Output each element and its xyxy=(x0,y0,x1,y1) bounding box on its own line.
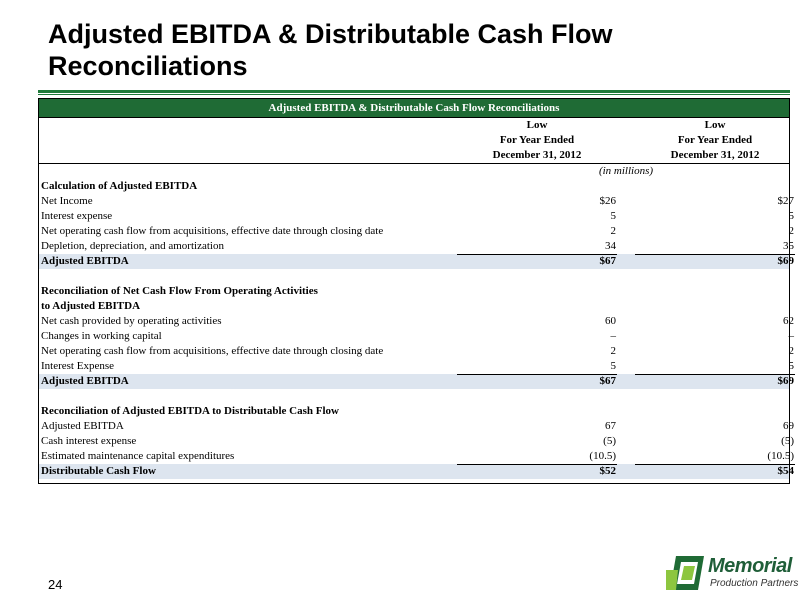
row-value-col2: 62 xyxy=(783,315,794,327)
total-row: Adjusted EBITDA $67 $69 xyxy=(39,374,795,389)
row-value-col1: (5) xyxy=(603,435,616,447)
row-value-col2: 2 xyxy=(788,345,795,357)
row-label: Net operating cash flow from acquisition… xyxy=(41,225,384,237)
table-row: Net cash provided by operating activitie… xyxy=(39,314,794,329)
table-row: Interest Expense 5 5 xyxy=(39,359,794,374)
col1-header-line1: Low xyxy=(526,119,548,131)
slide-title: Adjusted EBITDA & Distributable Cash Flo… xyxy=(48,19,613,81)
col1-header-line3: December 31, 2012 xyxy=(492,149,582,161)
row-value-col1: 5 xyxy=(610,210,617,222)
title-rule xyxy=(38,90,790,93)
reconciliation-table: Adjusted EBITDA & Distributable Cash Flo… xyxy=(38,98,795,484)
col2-header-line3: December 31, 2012 xyxy=(670,149,760,161)
row-label: Interest Expense xyxy=(41,360,114,372)
row-value-col2: (5) xyxy=(781,435,794,447)
row-value-col2: 5 xyxy=(788,360,795,372)
page-number: 24 xyxy=(48,577,63,592)
logo-name: Memorial xyxy=(708,555,792,577)
table-row: Estimated maintenance capital expenditur… xyxy=(39,449,794,464)
total-value-col1: $67 xyxy=(599,375,617,387)
row-label: Net cash provided by operating activitie… xyxy=(41,315,222,327)
col2-header-line2: For Year Ended xyxy=(677,134,753,146)
row-label: Changes in working capital xyxy=(41,330,162,342)
row-label: Adjusted EBITDA xyxy=(41,420,124,432)
total-label: Adjusted EBITDA xyxy=(41,375,129,387)
row-value-col2: $27 xyxy=(777,195,795,207)
section2-heading-line2: to Adjusted EBITDA xyxy=(41,300,141,312)
col1-header-line2: For Year Ended xyxy=(499,134,575,146)
row-label: Cash interest expense xyxy=(41,435,137,447)
total-row: Distributable Cash Flow $52 $54 xyxy=(39,464,795,479)
row-label: Depletion, depreciation, and amortizatio… xyxy=(41,240,224,252)
total-value-col2: $54 xyxy=(777,465,795,477)
total-row: Adjusted EBITDA $67 $69 xyxy=(39,254,795,269)
row-label: Net Income xyxy=(41,195,93,207)
units-note: (in millions) xyxy=(598,165,654,177)
row-value-col1: (10.5) xyxy=(589,450,616,462)
row-value-col2: (10.5) xyxy=(767,450,794,462)
total-value-col1: $67 xyxy=(599,255,617,267)
table-row: Adjusted EBITDA 67 69 xyxy=(39,419,794,434)
row-value-col2: 35 xyxy=(783,240,794,252)
row-value-col2: 5 xyxy=(788,210,795,222)
table-row: Interest expense 5 5 xyxy=(39,209,794,224)
row-value-col1: – xyxy=(610,330,617,342)
row-value-col2: – xyxy=(788,330,795,342)
total-value-col1: $52 xyxy=(599,465,617,477)
spacer-row xyxy=(39,389,789,404)
row-value-col1: 67 xyxy=(605,420,616,432)
row-value-col1: 5 xyxy=(610,360,617,372)
section-heading: Reconciliation of Net Cash Flow From Ope… xyxy=(39,284,789,299)
logo-mark-icon xyxy=(666,556,704,590)
total-label: Distributable Cash Flow xyxy=(41,465,156,477)
spacer-row xyxy=(39,269,789,284)
total-value-col2: $69 xyxy=(777,255,795,267)
section3-heading: Reconciliation of Adjusted EBITDA to Dis… xyxy=(41,405,339,417)
row-value-col1: 2 xyxy=(610,225,617,237)
title-rule-thin xyxy=(38,94,790,95)
row-label: Estimated maintenance capital expenditur… xyxy=(41,450,235,462)
section-heading: Calculation of Adjusted EBITDA xyxy=(39,179,789,194)
row-label: Net operating cash flow from acquisition… xyxy=(41,345,384,357)
table-row: Depletion, depreciation, and amortizatio… xyxy=(39,239,794,254)
row-label: Interest expense xyxy=(41,210,113,222)
row-value-col1: $26 xyxy=(599,195,617,207)
column-header-row-1: Low Low xyxy=(39,118,789,133)
row-value-col1: 34 xyxy=(605,240,616,252)
units-row: (in millions) xyxy=(39,164,789,179)
column-header-row-2: For Year Ended For Year Ended xyxy=(39,133,789,148)
memorial-logo: Memorial Production Partners xyxy=(666,553,799,593)
row-value-col1: 60 xyxy=(605,315,616,327)
total-value-col2: $69 xyxy=(777,375,795,387)
column-header-row-3: December 31, 2012 December 31, 2012 xyxy=(39,148,789,163)
section2-heading-line1: Reconciliation of Net Cash Flow From Ope… xyxy=(41,285,318,297)
table-row: Cash interest expense (5) (5) xyxy=(39,434,794,449)
table-row: Net operating cash flow from acquisition… xyxy=(39,224,794,239)
section1-heading: Calculation of Adjusted EBITDA xyxy=(41,180,198,192)
section-heading: to Adjusted EBITDA xyxy=(39,299,789,314)
table-header: Adjusted EBITDA & Distributable Cash Flo… xyxy=(39,99,789,118)
row-value-col2: 2 xyxy=(788,225,795,237)
row-value-col2: 69 xyxy=(783,420,794,432)
table-row: Net operating cash flow from acquisition… xyxy=(39,344,794,359)
total-label: Adjusted EBITDA xyxy=(41,255,129,267)
row-value-col1: 2 xyxy=(610,345,617,357)
table-row: Changes in working capital – – xyxy=(39,329,794,344)
table-row: Net Income $26 $27 xyxy=(39,194,794,209)
logo-subtitle: Production Partners xyxy=(710,578,799,589)
section-heading: Reconciliation of Adjusted EBITDA to Dis… xyxy=(39,404,789,419)
col2-header-line1: Low xyxy=(704,119,726,131)
